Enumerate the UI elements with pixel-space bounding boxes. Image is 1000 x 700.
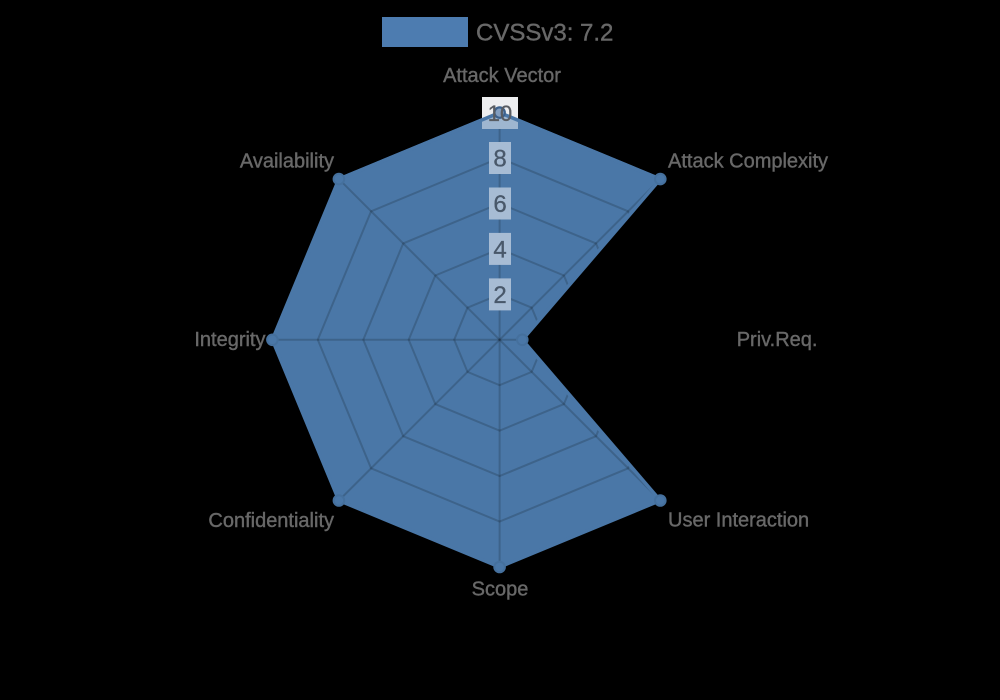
svg-text:8: 8 <box>493 146 506 173</box>
svg-text:10: 10 <box>488 101 512 126</box>
svg-text:Priv.Req.: Priv.Req. <box>737 329 818 351</box>
svg-text:Attack Vector: Attack Vector <box>443 65 561 87</box>
svg-text:CVSSv3: 7.2: CVSSv3: 7.2 <box>476 20 613 47</box>
svg-text:User Interaction: User Interaction <box>668 510 809 532</box>
svg-text:Attack Complexity: Attack Complexity <box>668 151 828 173</box>
svg-text:Availability: Availability <box>240 151 334 173</box>
svg-text:Scope: Scope <box>472 579 529 601</box>
svg-text:2: 2 <box>493 282 506 309</box>
svg-text:Integrity: Integrity <box>194 329 265 351</box>
svg-text:6: 6 <box>493 191 506 218</box>
svg-text:4: 4 <box>493 237 506 264</box>
svg-text:Confidentiality: Confidentiality <box>208 510 334 532</box>
